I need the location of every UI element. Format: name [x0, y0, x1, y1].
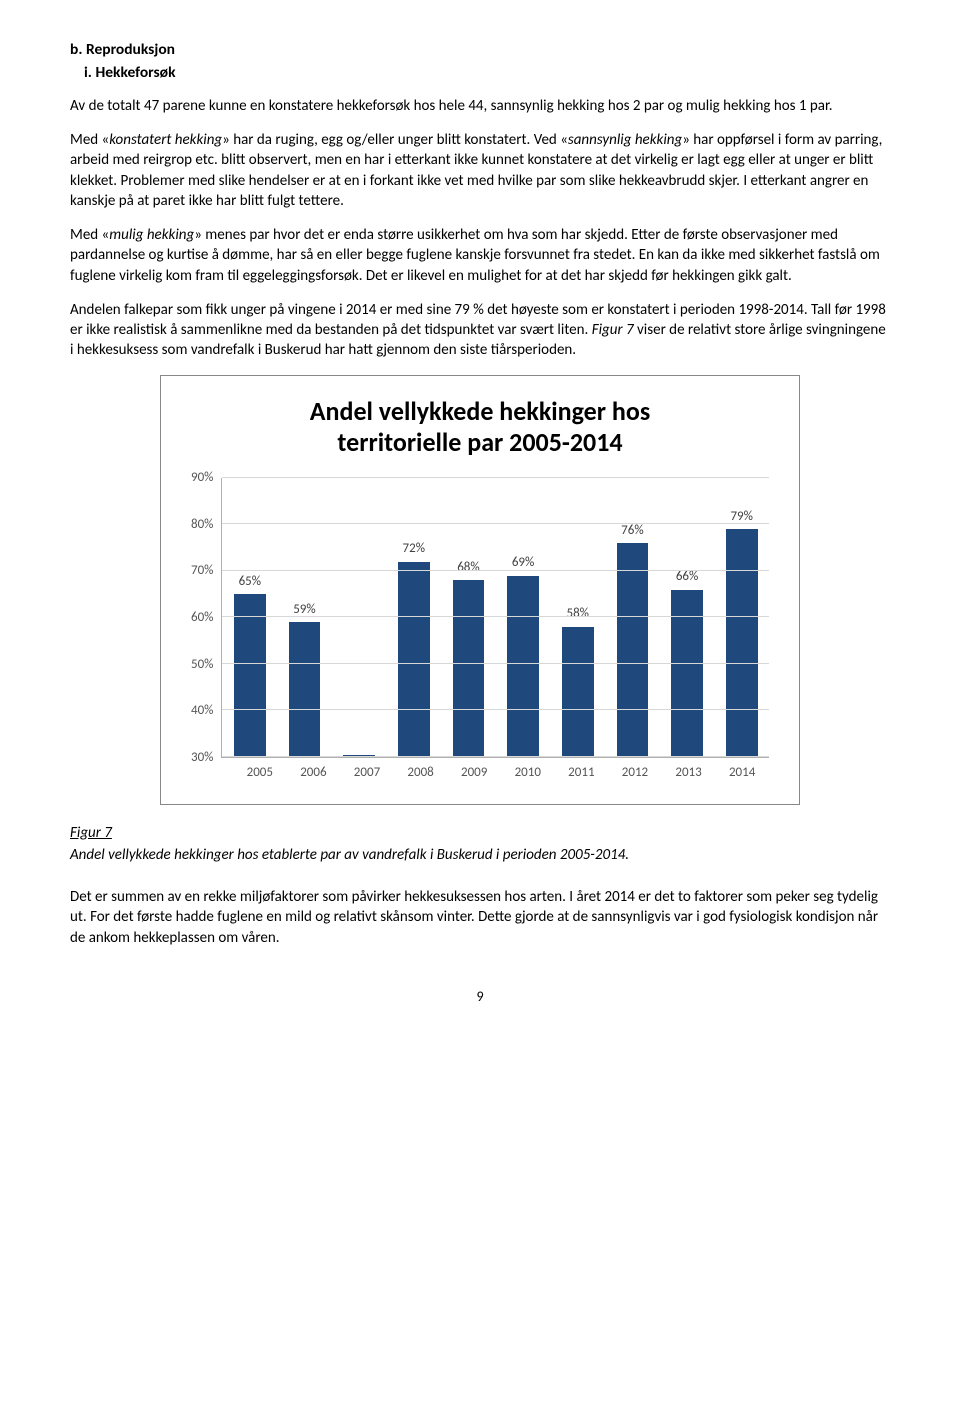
gridline — [222, 709, 769, 710]
paragraph-4: Andelen falkepar som fikk unger på vinge… — [70, 300, 890, 361]
bar-chart: Andel vellykkede hekkinger hos territori… — [160, 375, 800, 805]
x-axis: 2005200620072008200920102011201220132014 — [233, 764, 769, 782]
bar — [289, 622, 321, 757]
chart-title-line2: territorielle par 2005-2014 — [337, 426, 622, 458]
paragraph-5: Det er summen av en rekke miljøfaktorer … — [70, 887, 890, 948]
bar — [234, 594, 266, 757]
page-number: 9 — [70, 988, 890, 1007]
figure-caption: Andel vellykkede hekkinger hos etablerte… — [70, 845, 890, 865]
plot: 65%59% 72%68%69%58%76%66%79% — [221, 478, 769, 758]
gridline — [222, 663, 769, 664]
bar-slot: 76% — [605, 478, 660, 757]
gridline — [222, 477, 769, 478]
p2-italic-a: konstatert hekking — [109, 131, 222, 149]
section-heading-b: b. Reproduksjon — [70, 40, 890, 61]
chart-title: Andel vellykkede hekkinger hos territori… — [191, 396, 769, 458]
p3-italic-a: mulig hekking — [109, 226, 194, 244]
bar-value-label: 65% — [222, 573, 277, 591]
paragraph-2: Med «konstatert hekking» har da ruging, … — [70, 130, 890, 211]
plot-area: 65%59% 72%68%69%58%76%66%79% — [221, 478, 769, 758]
y-axis: 90%80%70%60%50%40%30% — [191, 478, 221, 758]
x-tick-label: 2009 — [447, 764, 501, 782]
paragraph-3: Med «mulig hekking» menes par hvor det e… — [70, 225, 890, 286]
chart-title-line1: Andel vellykkede hekkinger hos — [310, 395, 650, 427]
p4-italic-a: Figur 7 — [592, 321, 634, 339]
bar-slot: 59% — [277, 478, 332, 757]
bar-value-label: 72% — [386, 540, 441, 558]
x-tick-label: 2013 — [662, 764, 716, 782]
paragraph-1: Av de totalt 47 parene kunne en konstate… — [70, 96, 890, 116]
bar-slot — [332, 478, 387, 757]
bar — [617, 543, 649, 757]
x-tick-label: 2008 — [394, 764, 448, 782]
bar-value-label: 58% — [550, 605, 605, 623]
bar — [671, 590, 703, 757]
bars-container: 65%59% 72%68%69%58%76%66%79% — [222, 478, 769, 757]
gridline — [222, 523, 769, 524]
gridline — [222, 616, 769, 617]
bar-slot: 69% — [496, 478, 551, 757]
x-tick-label: 2012 — [608, 764, 662, 782]
x-tick-label: 2010 — [501, 764, 555, 782]
figure-label: Figur 7 — [70, 823, 890, 843]
gridline — [222, 756, 769, 757]
x-tick-label: 2005 — [233, 764, 287, 782]
x-tick-label: 2014 — [715, 764, 769, 782]
p2-text-a: Med « — [70, 131, 109, 149]
bar-slot: 79% — [714, 478, 769, 757]
p2-italic-b: sannsynlig hekking — [568, 131, 682, 149]
bar-slot: 58% — [550, 478, 605, 757]
bar-slot: 66% — [660, 478, 715, 757]
bar — [562, 627, 594, 757]
x-tick-label: 2006 — [287, 764, 341, 782]
p2-text-b: » har da ruging, egg og/eller unger blit… — [222, 131, 568, 149]
bar-slot: 68% — [441, 478, 496, 757]
x-tick-label: 2007 — [340, 764, 394, 782]
bar — [726, 529, 758, 757]
bar — [453, 580, 485, 757]
chart-body: 90%80%70%60%50%40%30% 65%59% 72%68%69%58%… — [191, 478, 769, 758]
bar-slot: 72% — [386, 478, 441, 757]
gridline — [222, 570, 769, 571]
section-heading-i: i. Hekkeforsøk — [84, 63, 890, 84]
p3-text-a: Med « — [70, 226, 109, 244]
bar — [398, 562, 430, 757]
bar — [507, 576, 539, 757]
bar-value-label: 68% — [441, 559, 496, 577]
x-tick-label: 2011 — [555, 764, 609, 782]
bar-slot: 65% — [222, 478, 277, 757]
